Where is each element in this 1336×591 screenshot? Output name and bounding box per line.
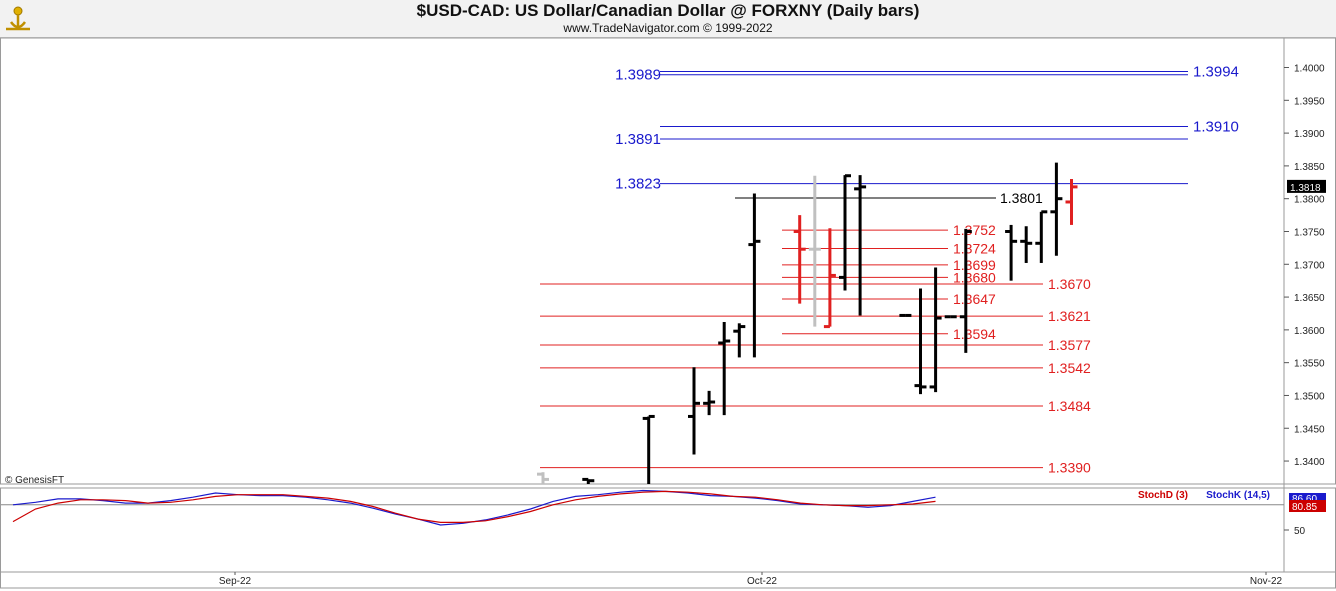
level-label: 1.3577: [1048, 337, 1091, 353]
level-label: 1.3484: [1048, 398, 1091, 414]
level-label: 1.3542: [1048, 360, 1091, 376]
chart-header: $USD-CAD: US Dollar/Canadian Dollar @ FO…: [0, 0, 1336, 38]
level-label: 1.3801: [1000, 190, 1043, 206]
y-tick-label: 1.3850: [1294, 162, 1325, 173]
level-label: 1.3823: [615, 176, 661, 193]
chart-subtitle: www.TradeNavigator.com © 1999-2022: [563, 21, 773, 35]
chart-frames: [0, 37, 1336, 589]
price-axis: 1.4000 1.3950 1.3900 1.3850 1.3800 1.3750 1.37…: [1284, 64, 1326, 468]
last-price-box: [1287, 179, 1326, 193]
stoch-y-tick-label: 50: [1294, 526, 1306, 537]
y-tick-label: 1.4000: [1294, 64, 1325, 75]
level-label: 1.3752: [953, 222, 996, 238]
watermark: © GenesisFT: [5, 475, 64, 486]
y-tick-label: 1.3650: [1294, 293, 1325, 304]
price-levels: 1.39941.39891.39101.38911.38231.38011.37…: [540, 63, 1239, 476]
y-tick-label: 1.3900: [1294, 129, 1325, 140]
date-axis-frame: [0, 571, 1336, 589]
y-tick-label: 1.3950: [1294, 96, 1325, 107]
last-price-label: 1.3818: [1290, 183, 1321, 194]
y-tick-label: 1.3800: [1294, 195, 1325, 206]
legend-stoch-k: StochK (14,5): [1206, 490, 1270, 501]
chart-title: $USD-CAD: US Dollar/Canadian Dollar @ FO…: [416, 1, 920, 20]
stoch-panel-frame: [0, 487, 1336, 573]
date-axis: Sep-22 Oct-22 Nov-22: [219, 572, 1283, 587]
y-tick-label: 1.3450: [1294, 424, 1325, 435]
level-label: 1.3390: [1048, 460, 1091, 476]
y-tick-label: 1.3750: [1294, 227, 1325, 238]
level-label: 1.3989: [615, 67, 661, 84]
y-tick-label: 1.3400: [1294, 457, 1325, 468]
price-panel-frame: [0, 37, 1336, 485]
date-tick-label: Sep-22: [219, 576, 252, 587]
stoch-d-value-box: [1289, 500, 1326, 512]
date-tick-label: Oct-22: [747, 576, 777, 587]
y-tick-label: 1.3500: [1294, 391, 1325, 402]
date-tick-label: Nov-22: [1250, 576, 1283, 587]
ohlc-bars: [537, 162, 1078, 484]
trade-navigator-logo-icon: [6, 6, 30, 31]
level-label: 1.3699: [953, 257, 996, 273]
stoch-k-value-box: [1289, 493, 1326, 504]
legend-stoch-d: StochD (3): [1138, 490, 1188, 501]
level-label: 1.3724: [953, 241, 996, 257]
y-tick-label: 1.3600: [1294, 326, 1325, 337]
level-label: 1.3910: [1193, 119, 1239, 136]
y-tick-label: 1.3550: [1294, 359, 1325, 370]
level-label: 1.3670: [1048, 276, 1091, 292]
level-label: 1.3994: [1193, 63, 1239, 80]
stoch-series-line: [12, 490, 936, 523]
level-label: 1.3621: [1048, 308, 1091, 324]
level-label: 1.3594: [953, 326, 996, 342]
stoch-k-value: 86.60: [1292, 494, 1317, 505]
stoch-d-value: 80.85: [1292, 502, 1317, 513]
y-tick-label: 1.3700: [1294, 260, 1325, 271]
level-label: 1.3891: [615, 131, 661, 148]
level-label: 1.3680: [953, 269, 996, 285]
level-label: 1.3647: [953, 291, 996, 307]
